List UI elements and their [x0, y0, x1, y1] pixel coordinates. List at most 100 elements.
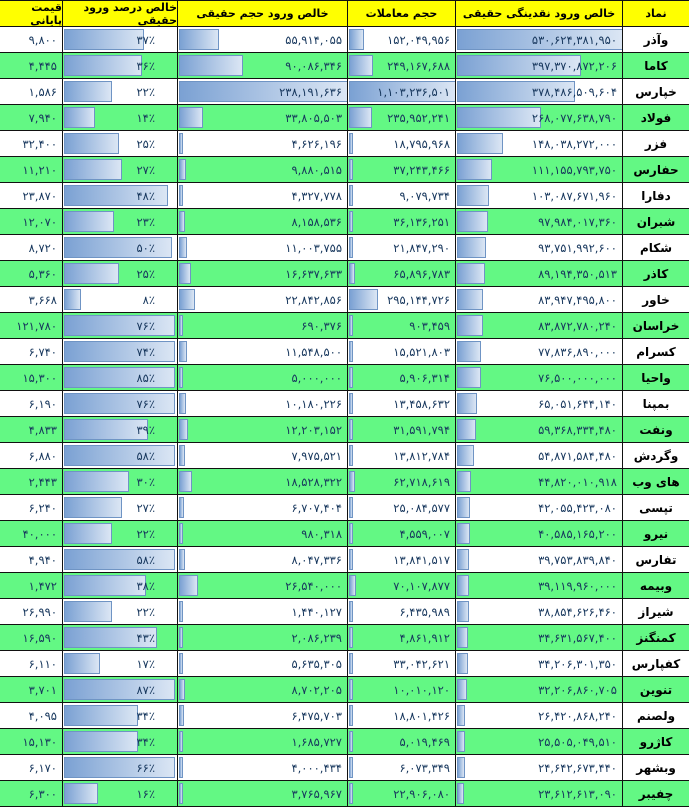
price-cell[interactable]: ۶,۳۰۰	[0, 781, 62, 806]
percent-cell[interactable]: ۳۶٪	[62, 53, 177, 78]
liquidity-cell[interactable]: ۴۰,۵۸۵,۱۶۵,۲۰۰	[455, 521, 622, 546]
col-header-price[interactable]: قیمت پایانی	[30, 1, 62, 26]
volume-cell[interactable]: ۲۲,۹۰۶,۰۸۰	[347, 781, 455, 806]
volume-net-cell[interactable]: ۲۳۸,۱۹۱,۶۳۶	[177, 79, 347, 104]
price-cell[interactable]: ۶,۷۴۰	[0, 339, 62, 364]
symbol-cell[interactable]: نیرو	[622, 521, 689, 546]
symbol-cell[interactable]: چفیبر	[622, 781, 689, 806]
price-cell[interactable]: ۱۵,۱۳۰	[0, 729, 62, 754]
liquidity-cell[interactable]: ۴۴,۸۲۰,۰۱۰,۹۱۸	[455, 469, 622, 494]
volume-cell[interactable]: ۱۳,۸۱۲,۷۸۴	[347, 443, 455, 468]
col-header-volume[interactable]: حجم معاملات	[347, 1, 455, 26]
price-cell[interactable]: ۱۲۱,۷۸۰	[0, 313, 62, 338]
volume-net-cell[interactable]: ۷,۹۷۵,۵۲۱	[177, 443, 347, 468]
percent-cell[interactable]: ۷۶٪	[62, 313, 177, 338]
volume-cell[interactable]: ۳۶,۱۳۶,۲۵۱	[347, 209, 455, 234]
percent-cell[interactable]: ۲۲٪	[62, 79, 177, 104]
col-header-symbol[interactable]: نماد	[622, 1, 689, 26]
price-cell[interactable]: ۱۲,۰۷۰	[0, 209, 62, 234]
volume-cell[interactable]: ۲۹۵,۱۴۴,۷۲۶	[347, 287, 455, 312]
percent-cell[interactable]: ۳۴٪	[62, 729, 177, 754]
liquidity-cell[interactable]: ۲۴,۶۴۲,۶۷۳,۴۴۰	[455, 755, 622, 780]
liquidity-cell[interactable]: ۸۳,۹۴۷,۴۹۵,۸۰۰	[455, 287, 622, 312]
symbol-cell[interactable]: وبشهر	[622, 755, 689, 780]
percent-cell[interactable]: ۲۷٪	[62, 157, 177, 182]
percent-cell[interactable]: ۲۲٪	[62, 521, 177, 546]
liquidity-cell[interactable]: ۵۳۰,۶۲۴,۳۸۱,۹۵۰	[455, 27, 622, 52]
symbol-cell[interactable]: وآذر	[622, 27, 689, 52]
percent-cell[interactable]: ۸٪	[62, 287, 177, 312]
volume-cell[interactable]: ۶۵,۸۹۶,۷۸۳	[347, 261, 455, 286]
volume-net-cell[interactable]: ۸,۱۵۸,۵۳۶	[177, 209, 347, 234]
liquidity-cell[interactable]: ۴۲,۰۵۵,۴۲۳,۰۸۰	[455, 495, 622, 520]
price-cell[interactable]: ۴۰,۰۰۰	[0, 521, 62, 546]
percent-cell[interactable]: ۵۸٪	[62, 547, 177, 572]
liquidity-cell[interactable]: ۳۷۸,۴۸۶,۵۰۹,۶۰۴	[455, 79, 622, 104]
percent-cell[interactable]: ۱۶٪	[62, 781, 177, 806]
price-cell[interactable]: ۱,۴۷۲	[0, 573, 62, 598]
volume-cell[interactable]: ۲۳۵,۹۵۲,۲۴۱	[347, 105, 455, 130]
volume-cell[interactable]: ۱۰,۰۱۰,۱۲۰	[347, 677, 455, 702]
volume-net-cell[interactable]: ۹۰,۰۸۶,۳۴۶	[177, 53, 347, 78]
volume-net-cell[interactable]: ۵,۰۰۰,۰۰۰	[177, 365, 347, 390]
symbol-cell[interactable]: فزر	[622, 131, 689, 156]
percent-cell[interactable]: ۵۸٪	[62, 443, 177, 468]
volume-net-cell[interactable]: ۸,۰۴۷,۳۳۶	[177, 547, 347, 572]
volume-net-cell[interactable]: ۶,۷۰۷,۴۰۴	[177, 495, 347, 520]
volume-net-cell[interactable]: ۱۱,۵۴۸,۵۰۰	[177, 339, 347, 364]
volume-cell[interactable]: ۵,۰۱۹,۴۶۹	[347, 729, 455, 754]
percent-cell[interactable]: ۷۴٪	[62, 339, 177, 364]
volume-cell[interactable]: ۳۳,۰۴۲,۶۲۱	[347, 651, 455, 676]
price-cell[interactable]: ۴,۴۴۵	[0, 53, 62, 78]
liquidity-cell[interactable]: ۳۸,۸۵۴,۶۲۶,۴۶۰	[455, 599, 622, 624]
symbol-cell[interactable]: فولاد	[622, 105, 689, 130]
percent-cell[interactable]: ۳۸٪	[62, 573, 177, 598]
liquidity-cell[interactable]: ۳۴,۶۳۱,۵۶۷,۴۰۰	[455, 625, 622, 650]
liquidity-cell[interactable]: ۱۴۸,۰۳۸,۲۷۲,۰۰۰	[455, 131, 622, 156]
volume-cell[interactable]: ۱۸,۷۹۵,۹۶۸	[347, 131, 455, 156]
col-header-volume-net[interactable]: خالص ورود حجم حقیقی	[177, 1, 347, 26]
symbol-cell[interactable]: شکام	[622, 235, 689, 260]
price-cell[interactable]: ۶,۲۴۰	[0, 495, 62, 520]
percent-cell[interactable]: ۵۰٪	[62, 235, 177, 260]
liquidity-cell[interactable]: ۲۳,۶۱۲,۶۱۳,۰۹۰	[455, 781, 622, 806]
percent-cell[interactable]: ۴۳٪	[62, 625, 177, 650]
volume-cell[interactable]: ۱۳,۸۴۱,۵۱۷	[347, 547, 455, 572]
price-cell[interactable]: ۴,۹۴۰	[0, 547, 62, 572]
percent-cell[interactable]: ۱۷٪	[62, 651, 177, 676]
volume-cell[interactable]: ۲۱,۸۴۷,۲۹۰	[347, 235, 455, 260]
price-cell[interactable]: ۶,۱۹۰	[0, 391, 62, 416]
volume-cell[interactable]: ۱۳,۴۵۸,۶۳۲	[347, 391, 455, 416]
percent-cell[interactable]: ۸۵٪	[62, 365, 177, 390]
symbol-cell[interactable]: خپارس	[622, 79, 689, 104]
symbol-cell[interactable]: تنوین	[622, 677, 689, 702]
volume-cell[interactable]: ۷۰,۱۰۷,۸۷۷	[347, 573, 455, 598]
liquidity-cell[interactable]: ۳۲,۲۰۶,۸۶۰,۷۰۵	[455, 677, 622, 702]
liquidity-cell[interactable]: ۱۱۱,۱۵۵,۷۹۳,۷۵۰	[455, 157, 622, 182]
symbol-cell[interactable]: واحیا	[622, 365, 689, 390]
volume-cell[interactable]: ۶,۴۳۵,۹۸۹	[347, 599, 455, 624]
volume-cell[interactable]: ۹۰۳,۴۵۹	[347, 313, 455, 338]
volume-cell[interactable]: ۳۱,۵۹۱,۷۹۴	[347, 417, 455, 442]
price-cell[interactable]: ۱۵,۳۰۰	[0, 365, 62, 390]
percent-cell[interactable]: ۳۰٪	[62, 469, 177, 494]
symbol-cell[interactable]: ولصنم	[622, 703, 689, 728]
volume-cell[interactable]: ۶,۰۷۳,۳۴۹	[347, 755, 455, 780]
volume-cell[interactable]: ۲۵,۰۸۴,۵۷۷	[347, 495, 455, 520]
percent-cell[interactable]: ۲۳٪	[62, 209, 177, 234]
symbol-cell[interactable]: بمپنا	[622, 391, 689, 416]
price-cell[interactable]: ۹,۸۰۰	[0, 27, 62, 52]
price-cell[interactable]: ۱,۵۸۶	[0, 79, 62, 104]
price-cell[interactable]: ۳۲,۴۰۰	[0, 131, 62, 156]
percent-cell[interactable]: ۲۲٪	[62, 599, 177, 624]
volume-cell[interactable]: ۳۷,۲۴۳,۴۶۶	[347, 157, 455, 182]
volume-net-cell[interactable]: ۱۸,۵۲۸,۳۲۲	[177, 469, 347, 494]
price-cell[interactable]: ۸,۷۲۰	[0, 235, 62, 260]
price-cell[interactable]: ۴,۸۳۳	[0, 417, 62, 442]
volume-net-cell[interactable]: ۴,۳۲۷,۷۷۸	[177, 183, 347, 208]
percent-cell[interactable]: ۳۹٪	[62, 417, 177, 442]
price-cell[interactable]: ۶,۸۸۰	[0, 443, 62, 468]
symbol-cell[interactable]: های وب	[622, 469, 689, 494]
volume-net-cell[interactable]: ۵,۶۳۵,۳۰۵	[177, 651, 347, 676]
symbol-cell[interactable]: دفارا	[622, 183, 689, 208]
